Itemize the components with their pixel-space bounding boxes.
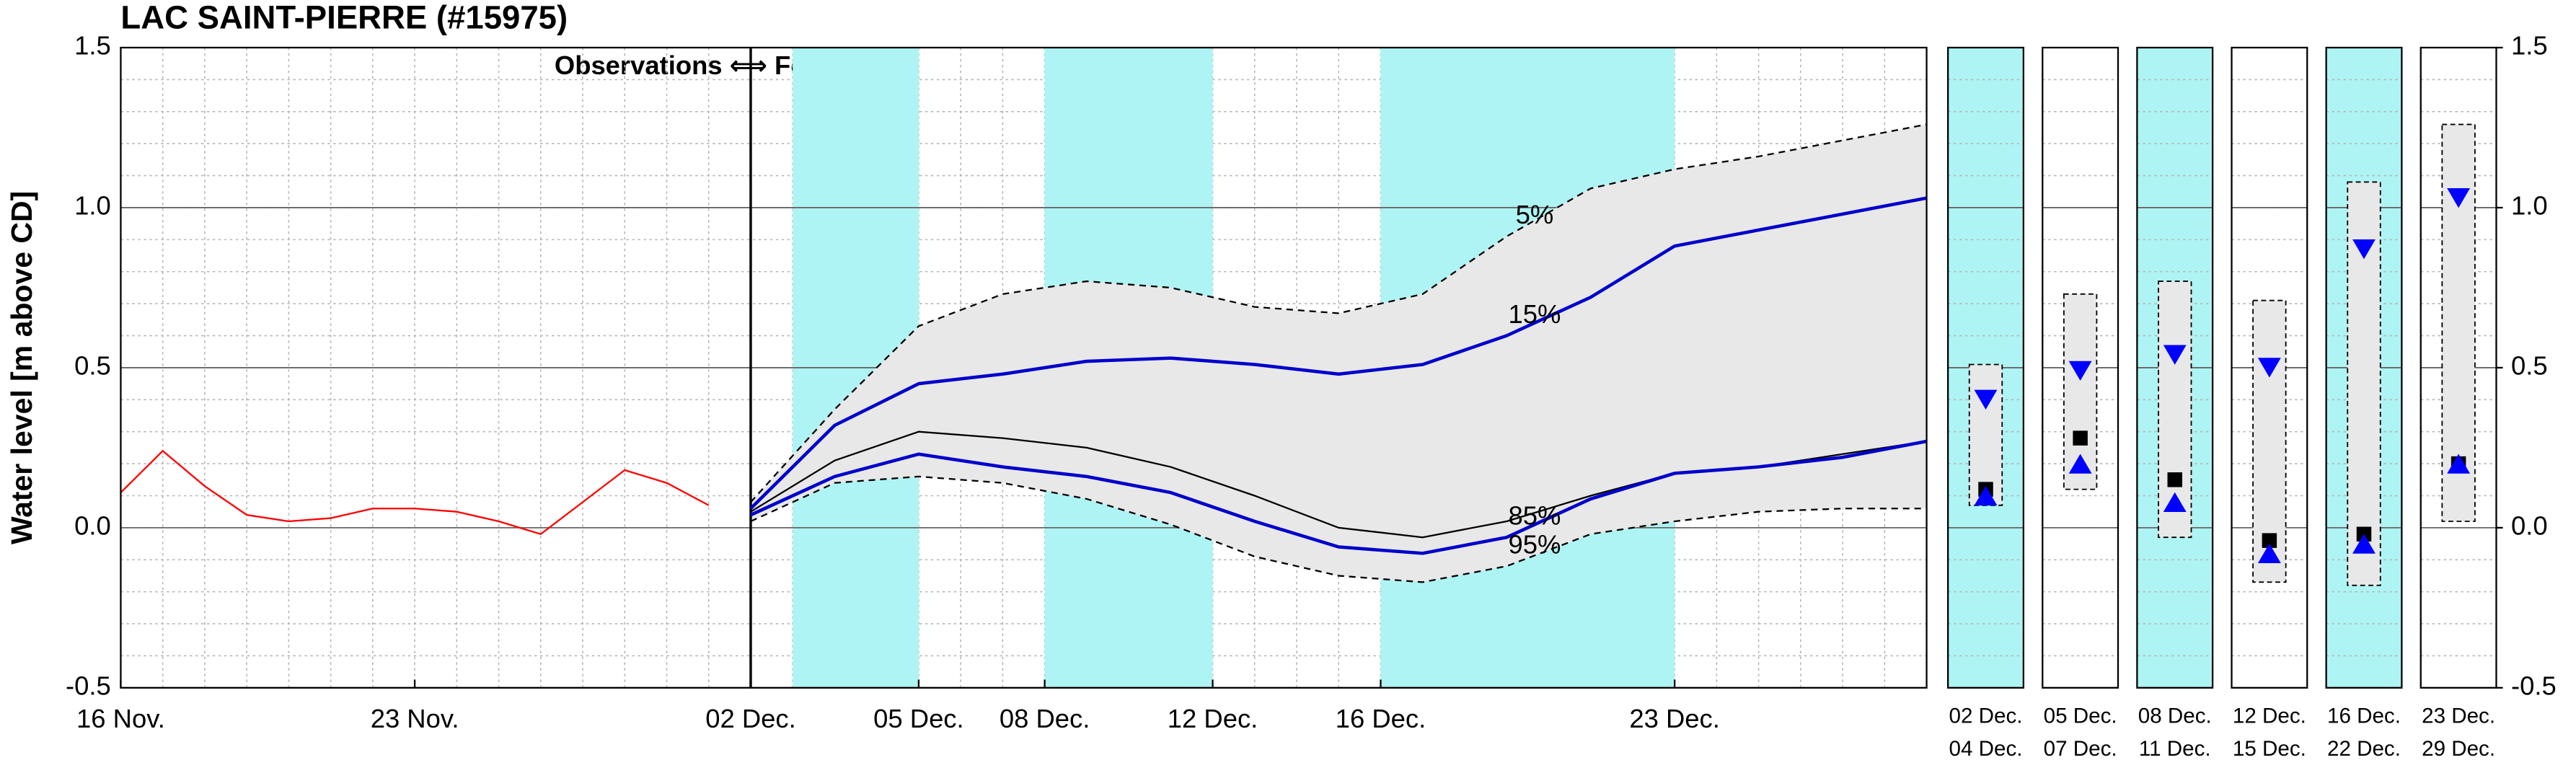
category-label-end: 22 Dec. <box>2327 737 2401 760</box>
panel-border <box>2325 46 2403 689</box>
panel-border <box>2042 46 2120 689</box>
category-label-end: 04 Dec. <box>1949 737 2023 760</box>
y-axis-label: Water level [m above CD] <box>5 191 38 544</box>
marker-square <box>2167 472 2182 487</box>
series-label: 5% <box>1516 200 1554 229</box>
x-tick-label: 08 Dec. <box>1000 704 1090 733</box>
range-box <box>2063 293 2098 490</box>
marker-triangle-down <box>2068 361 2092 381</box>
x-tick-label: 16 Nov. <box>76 704 165 733</box>
marker-square <box>2073 430 2088 446</box>
y-tick-label: 1.0 <box>74 191 111 221</box>
series-line <box>750 123 1927 503</box>
category-label-start: 23 Dec. <box>2422 704 2495 728</box>
y-tick-label-right: -0.5 <box>2511 671 2557 700</box>
x-tick-label: 05 Dec. <box>873 704 963 733</box>
category-label-start: 05 Dec. <box>2044 704 2117 728</box>
forecast-range <box>750 124 1927 583</box>
y-tick-label: 0.0 <box>74 511 111 541</box>
category-label-start: 02 Dec. <box>1949 704 2023 728</box>
y-tick-label-right: 1.5 <box>2511 31 2548 61</box>
marker-triangle-up <box>2352 534 2376 554</box>
x-tick-label: 16 Dec. <box>1336 704 1426 733</box>
series-line <box>120 449 710 536</box>
y-tick-label: 1.5 <box>74 31 111 61</box>
category-label-end: 07 Dec. <box>2044 737 2117 760</box>
category-label-start: 12 Dec. <box>2233 704 2306 728</box>
y-tick-label: 0.5 <box>74 351 111 381</box>
range-box <box>2252 299 2287 583</box>
panel-border <box>2136 46 2214 689</box>
category-label-end: 29 Dec. <box>2422 737 2495 760</box>
category-label-start: 16 Dec. <box>2327 704 2401 728</box>
marker-triangle-up <box>2163 492 2187 513</box>
marker-triangle-up <box>2068 454 2092 474</box>
marker-triangle-down <box>2257 358 2281 378</box>
series-label: 85% <box>1508 501 1561 531</box>
marker-square <box>2262 533 2277 548</box>
series-line <box>750 439 1927 555</box>
marker-triangle-down <box>1974 389 1998 410</box>
category-label-start: 08 Dec. <box>2138 704 2212 728</box>
panel-border <box>2231 46 2308 689</box>
x-tick-label: 23 Nov. <box>371 704 459 733</box>
marker-triangle-down <box>2163 345 2187 365</box>
chart-title: LAC SAINT-PIERRE (#15975) <box>120 0 568 35</box>
y-tick-label-right: 0.5 <box>2511 351 2548 381</box>
series-label: 95% <box>1508 529 1561 559</box>
range-box <box>1968 363 2003 506</box>
marker-triangle-down <box>2447 187 2471 208</box>
y-tick-label: -0.5 <box>66 671 111 700</box>
series-label: 15% <box>1508 299 1561 329</box>
x-tick-label: 23 Dec. <box>1629 704 1719 733</box>
x-tick-label: 12 Dec. <box>1168 704 1258 733</box>
marker-triangle-up <box>2447 454 2471 474</box>
category-label-end: 11 Dec. <box>2139 737 2211 760</box>
marker-triangle-down <box>2352 239 2376 260</box>
series-line <box>750 475 1927 583</box>
plot-border <box>120 46 1928 689</box>
category-label-end: 15 Dec. <box>2233 737 2306 760</box>
series-line <box>749 196 1927 510</box>
marker-triangle-up <box>1974 485 1998 506</box>
panel-border <box>1946 46 2024 689</box>
y-tick-label-right: 0.0 <box>2511 511 2548 541</box>
y-tick-label-right: 1.0 <box>2511 191 2548 221</box>
marker-triangle-up <box>2257 543 2281 564</box>
x-tick-label: 02 Dec. <box>705 704 795 733</box>
